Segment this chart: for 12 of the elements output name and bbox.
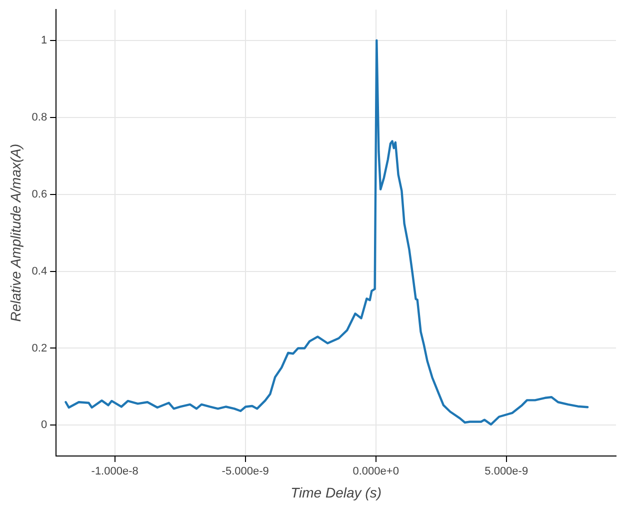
y-tick-label: 0.2 [32, 342, 48, 354]
y-tick-label: 0.4 [32, 265, 48, 278]
y-tick-label: 0.8 [32, 111, 48, 124]
y-tick-label: 0.6 [32, 188, 48, 200]
x-axis-title: Time Delay (s) [290, 484, 382, 500]
y-tick-label: 1 [40, 34, 48, 46]
x-tick-label: 5.000e-9 [484, 466, 528, 478]
x-tick-label: -1.000e-8 [91, 466, 138, 478]
y-axis-title: Relative Amplitude A/max(A) [7, 144, 24, 322]
x-tick-label: 0.000e+0 [352, 466, 399, 478]
y-tick-label: 0 [40, 419, 48, 432]
x-tick-label: -5.000e-9 [222, 466, 269, 478]
